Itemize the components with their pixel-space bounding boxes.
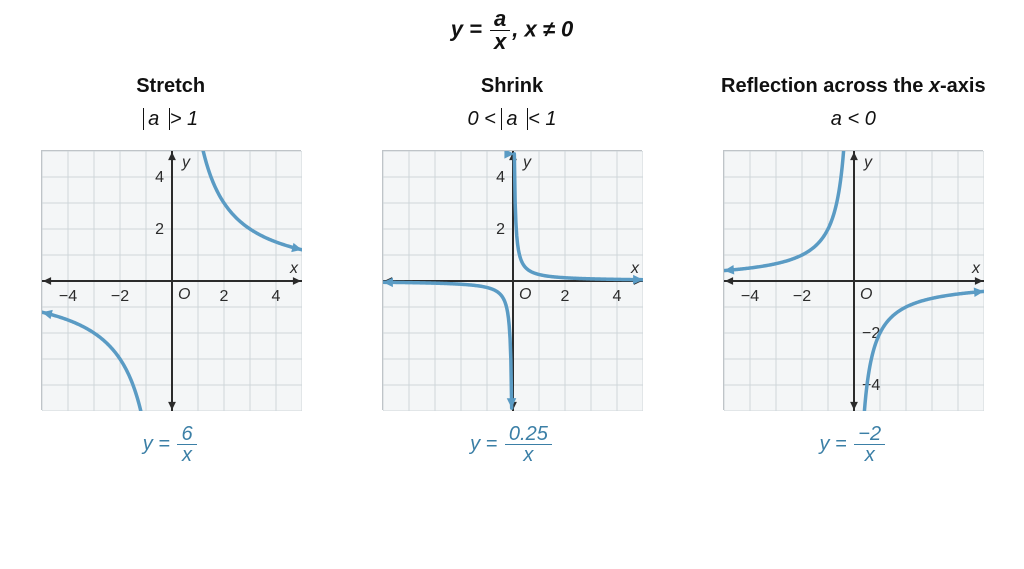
svg-text:4: 4	[271, 288, 280, 305]
svg-text:O: O	[178, 286, 190, 303]
svg-text:4: 4	[155, 169, 164, 186]
panel-condition: a < 0	[703, 108, 1003, 136]
eq-fraction: a x	[490, 8, 510, 53]
svg-text:x: x	[289, 260, 299, 277]
chart: x y O 2 4 2 4	[382, 150, 642, 410]
chart: xyO−4−2−2−4	[723, 150, 983, 410]
eq-lhs: y	[451, 16, 463, 41]
svg-text:4: 4	[496, 169, 505, 186]
svg-text:2: 2	[496, 221, 505, 238]
panel-title: Shrink	[362, 75, 662, 98]
panel-equation: y = 0.25x	[362, 424, 662, 465]
svg-text:y: y	[863, 154, 873, 171]
eq-numer: a	[490, 8, 510, 31]
eq-condition: x ≠ 0	[525, 16, 574, 41]
panel-condition: 0 < a < 1	[362, 108, 662, 136]
chart: x y O −4 −2 2 4 2 4	[41, 150, 301, 410]
svg-text:O: O	[860, 286, 872, 303]
eq-denom: x	[490, 31, 510, 53]
svg-text:y: y	[522, 154, 532, 171]
svg-text:O: O	[519, 286, 531, 303]
panels-row: Stretch a > 1 x y O −4 −2 2 4 2 4 y = 6x Shrink …	[0, 75, 1024, 465]
svg-text:2: 2	[155, 221, 164, 238]
panel-shrink: Shrink 0 < a < 1 x y O 2 4 2 4 y = 0.25x	[362, 75, 662, 465]
panel-reflection: Reflection across the x-axis a < 0 x y O −4…	[703, 75, 1003, 465]
svg-text:x: x	[971, 260, 981, 277]
svg-text:2: 2	[561, 288, 570, 305]
svg-text:−2: −2	[793, 288, 811, 305]
svg-text:−2: −2	[111, 288, 129, 305]
panel-title: Stretch	[21, 75, 321, 98]
page: y = a x , x ≠ 0 Stretch a > 1 x y O −4 −2 2 4 2…	[0, 0, 1024, 569]
panel-stretch: Stretch a > 1 x y O −4 −2 2 4 2 4 y = 6x	[21, 75, 321, 465]
svg-text:−4: −4	[741, 288, 759, 305]
svg-text:y: y	[181, 154, 191, 171]
panel-equation: y = 6x	[21, 424, 321, 465]
panel-condition: a > 1	[21, 108, 321, 136]
svg-text:x: x	[630, 260, 640, 277]
svg-text:−4: −4	[59, 288, 77, 305]
svg-text:4: 4	[613, 288, 622, 305]
svg-text:2: 2	[219, 288, 228, 305]
main-equation: y = a x , x ≠ 0	[0, 8, 1024, 53]
panel-equation: y = −2x	[703, 424, 1003, 465]
panel-title: Reflection across the x-axis	[703, 75, 1003, 98]
